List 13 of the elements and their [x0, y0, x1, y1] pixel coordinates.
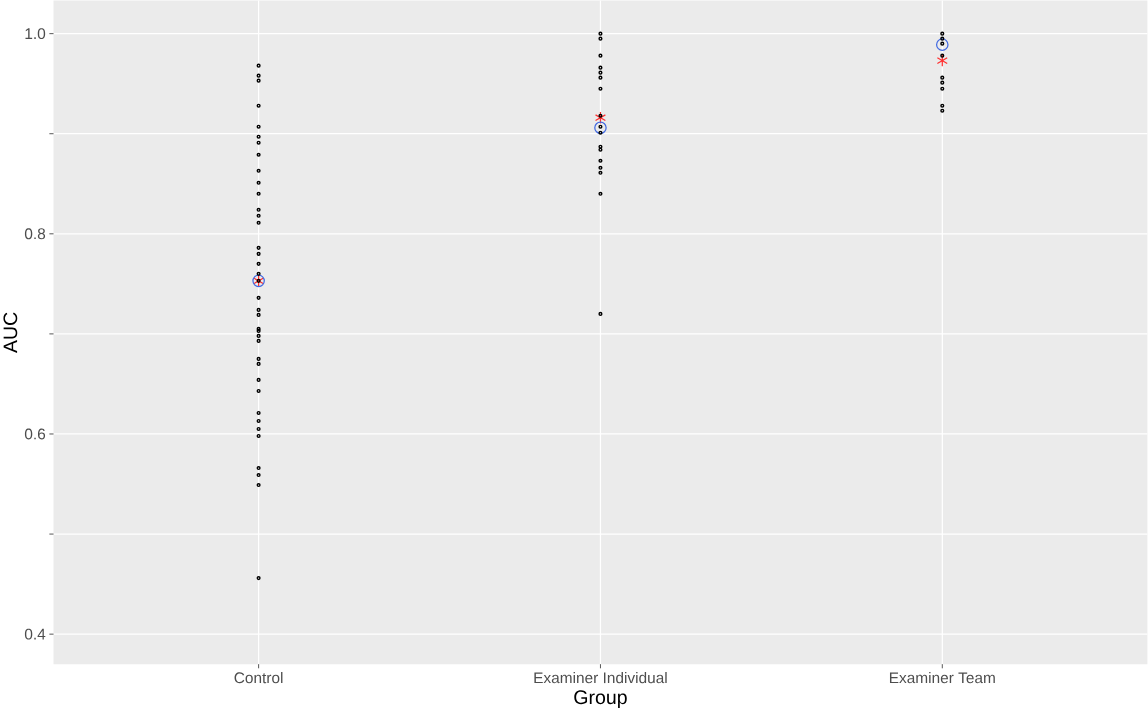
x-axis-title: Group: [574, 690, 627, 708]
y-tick-label: 0.6: [24, 428, 46, 440]
point: [936, 54, 948, 67]
y-tick-label: 0.8: [24, 228, 46, 240]
point: [594, 111, 606, 124]
y-tick-label: 0.4: [24, 628, 46, 640]
x-tick-label: Examiner Team: [889, 671, 995, 684]
x-tick-label: Examiner Individual: [534, 671, 667, 684]
y-axis-title: AUC: [3, 312, 18, 353]
point: [594, 121, 607, 134]
y-tick-label: 1.0: [25, 27, 46, 39]
point: [935, 38, 949, 51]
x-tick-label: Control: [234, 671, 283, 684]
